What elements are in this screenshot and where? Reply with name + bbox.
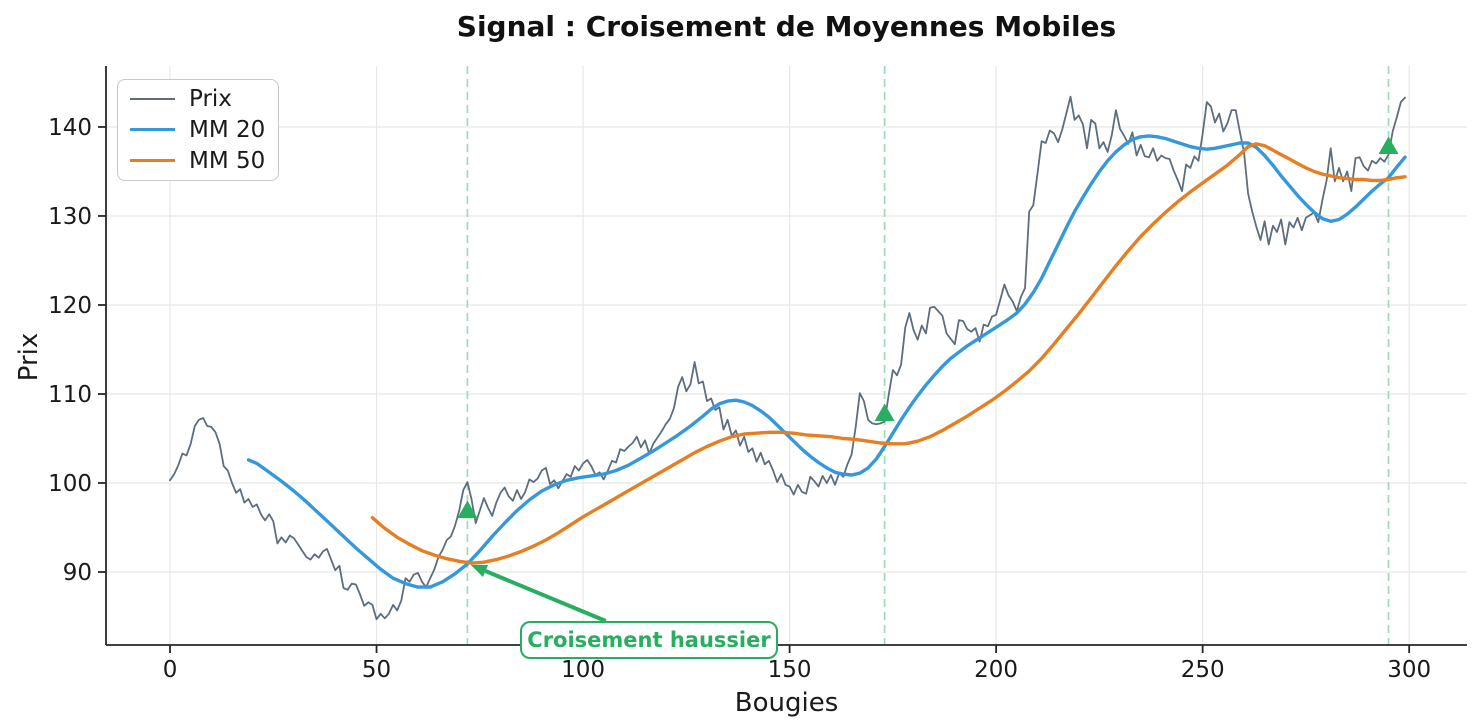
legend-item-prix: Prix bbox=[118, 86, 278, 112]
y-tick-label: 120 bbox=[48, 293, 92, 319]
x-tick-label: 0 bbox=[163, 657, 178, 683]
y-axis-label: Prix bbox=[14, 332, 44, 382]
crossover-marker bbox=[1378, 136, 1399, 155]
mm20-line-swatch bbox=[130, 128, 175, 132]
crossover-marker bbox=[457, 500, 478, 519]
x-tick-label: 150 bbox=[768, 657, 812, 683]
y-tick-label: 90 bbox=[63, 560, 92, 586]
legend-item-mm50: MM 50 bbox=[118, 148, 278, 174]
x-tick-label: 300 bbox=[1387, 657, 1431, 683]
y-tick-label: 100 bbox=[48, 471, 92, 497]
mm20-line bbox=[246, 134, 1407, 589]
annotation-croisement-haussier: Croisement haussier bbox=[520, 621, 778, 659]
prix-line-swatch bbox=[130, 98, 175, 101]
annotation-arrow-shaft bbox=[484, 569, 607, 623]
x-tick-label: 250 bbox=[1181, 657, 1225, 683]
y-tick-label: 130 bbox=[48, 204, 92, 230]
legend-label-mm50: MM 50 bbox=[189, 147, 266, 174]
y-tick-label: 140 bbox=[48, 115, 92, 141]
mm50-line-swatch bbox=[130, 159, 175, 163]
x-tick-label: 50 bbox=[362, 657, 391, 683]
chart-title: Signal : Croisement de Moyennes Mobiles bbox=[456, 10, 1117, 43]
x-tick-label: 100 bbox=[561, 657, 605, 683]
legend-item-mm20: MM 20 bbox=[118, 117, 278, 143]
crossover-marker bbox=[874, 403, 895, 422]
legend-label-prix: Prix bbox=[189, 86, 232, 113]
legend: Prix MM 20 MM 50 bbox=[117, 79, 279, 181]
mm50-line bbox=[370, 142, 1407, 565]
x-tick-label: 200 bbox=[974, 657, 1018, 683]
price-line bbox=[169, 95, 1406, 621]
annotation-arrow-head bbox=[470, 564, 488, 578]
y-tick-label: 110 bbox=[48, 382, 92, 408]
legend-label-mm20: MM 20 bbox=[189, 116, 266, 143]
x-axis-label: Bougies bbox=[734, 688, 839, 718]
